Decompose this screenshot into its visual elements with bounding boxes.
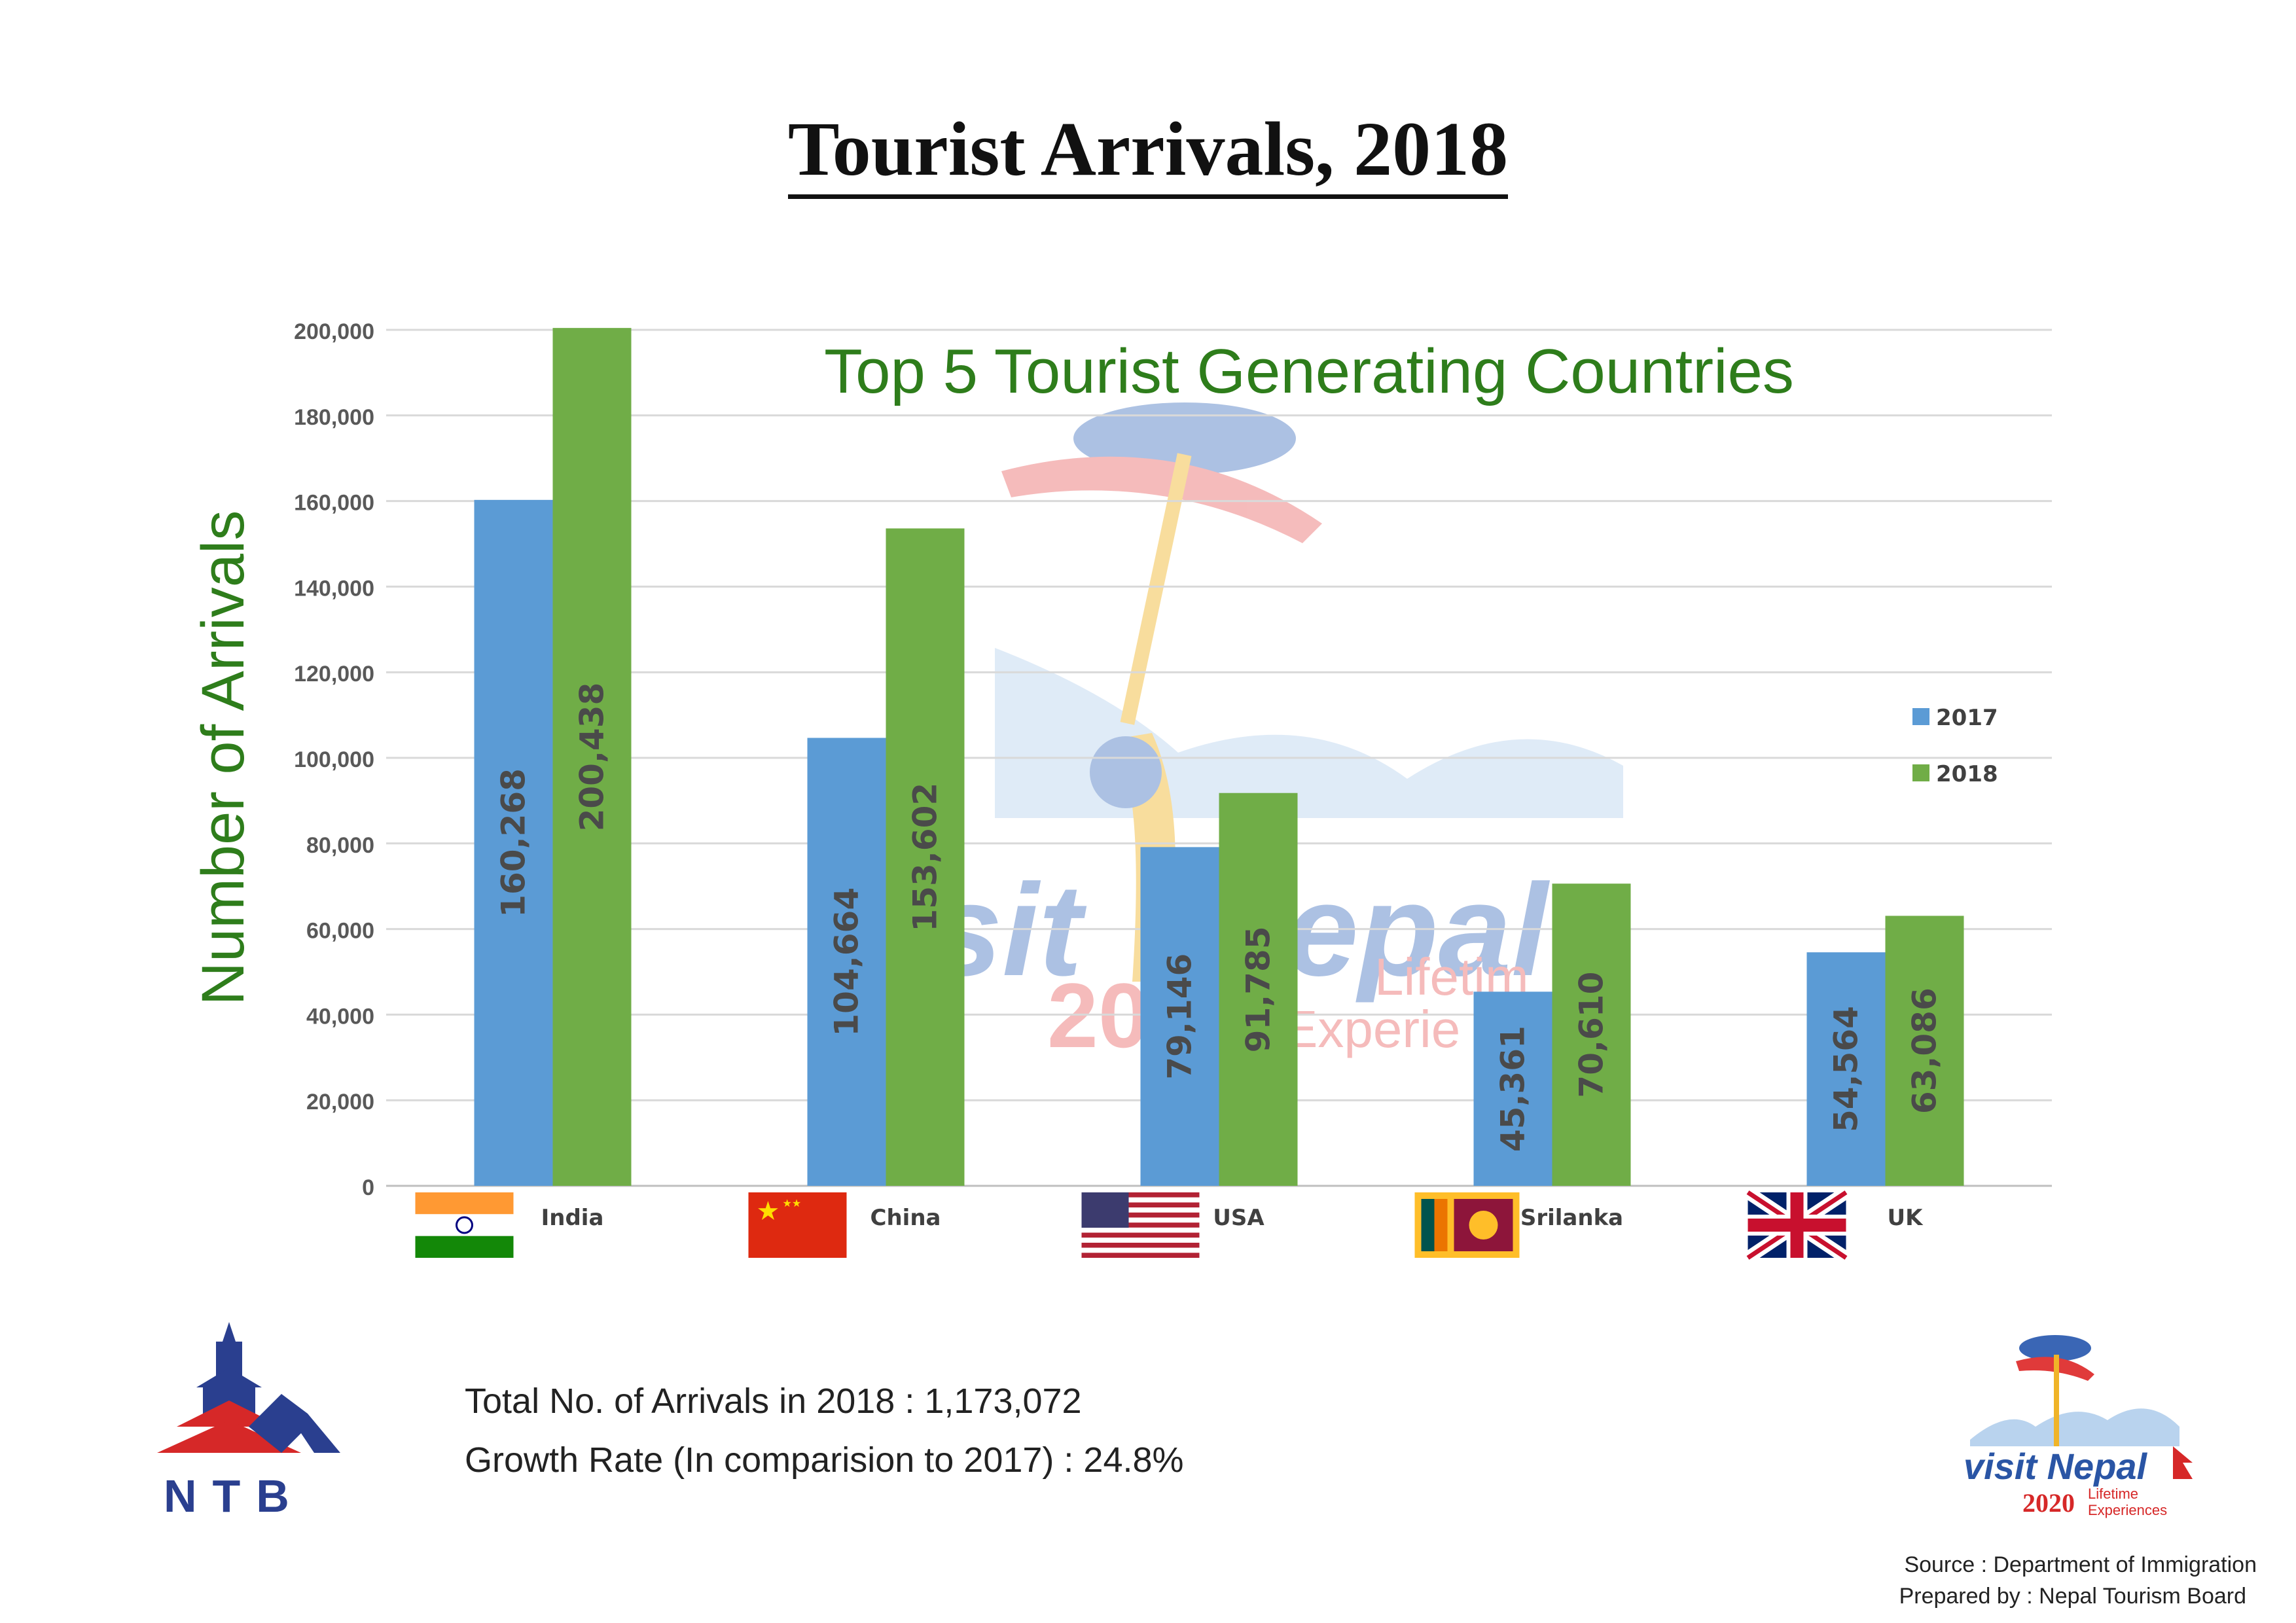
country-flags: ★ ★★ xyxy=(415,1186,1850,1264)
bar-value-label: 91,785 xyxy=(1240,926,1278,1052)
chart-title: Top 5 Tourist Generating Countries xyxy=(824,336,1794,406)
svg-text:2020: 2020 xyxy=(2022,1488,2075,1518)
bar-2017-india xyxy=(474,499,553,1186)
svg-text:★: ★ xyxy=(757,1196,780,1226)
y-tick-label: 80,000 xyxy=(306,833,374,858)
bar-value-label: 104,664 xyxy=(828,887,866,1037)
x-tick-label: China xyxy=(870,1205,941,1231)
y-tick-label: 20,000 xyxy=(306,1090,374,1115)
bar-2017-uk xyxy=(1806,952,1886,1186)
bar-value-label: 54,564 xyxy=(1827,1006,1865,1132)
svg-text:★★: ★★ xyxy=(783,1197,802,1209)
uk-flag-icon xyxy=(1744,1186,1850,1264)
bar-2017-srilanka xyxy=(1473,991,1552,1186)
y-tick-label: 40,000 xyxy=(306,1004,374,1029)
svg-text:Experie: Experie xyxy=(1283,1000,1460,1058)
legend-label: 2018 xyxy=(1936,761,1998,787)
y-tick-label: 120,000 xyxy=(294,662,374,687)
svg-text:Experiences: Experiences xyxy=(2088,1502,2167,1518)
y-tick-label: 100,000 xyxy=(294,747,374,772)
prepared-by-text: Prepared by : Nepal Tourism Board xyxy=(1899,1584,2246,1609)
page-title: Tourist Arrivals, 2018 xyxy=(0,105,2296,199)
bar-value-label: 45,361 xyxy=(1494,1026,1532,1152)
y-tick-label: 60,000 xyxy=(306,919,374,944)
bar-2018-china xyxy=(886,528,965,1186)
ntb-logo: NTB xyxy=(157,1322,340,1518)
bar-2018-india xyxy=(552,328,632,1186)
visit-nepal-logo: visit Nepal 2020 Lifetime Experiences xyxy=(1964,1335,2193,1518)
x-tick-label: Srilanka xyxy=(1520,1205,1623,1231)
x-tick-label: UK xyxy=(1888,1205,1924,1231)
y-tick-label: 160,000 xyxy=(294,491,374,516)
bar-value-label: 70,610 xyxy=(1573,972,1611,1098)
china-flag-icon: ★ ★★ xyxy=(748,1192,847,1258)
legend-swatch xyxy=(1912,708,1929,725)
svg-text:visit Nepal: visit Nepal xyxy=(1964,1446,2148,1487)
y-tick-label: 180,000 xyxy=(294,405,374,430)
bar-2018-uk xyxy=(1885,916,1964,1186)
bar-2017-usa xyxy=(1140,847,1219,1186)
india-flag-icon xyxy=(415,1192,514,1258)
x-axis-labels: India China USA Srilanka UK xyxy=(541,1205,1924,1231)
y-axis-label: Number of Arrivals xyxy=(190,510,257,1006)
legend-swatch xyxy=(1912,764,1929,781)
x-tick-label: USA xyxy=(1213,1205,1265,1231)
total-arrivals-text: Total No. of Arrivals in 2018 : 1,173,07… xyxy=(465,1382,1082,1421)
legend-label: 2017 xyxy=(1936,705,1998,731)
source-text: Source : Department of Immigration xyxy=(1904,1552,2257,1577)
bar-2018-srilanka xyxy=(1552,883,1631,1186)
x-tick-label: India xyxy=(541,1205,604,1231)
bars xyxy=(474,328,1964,1186)
bar-value-label: 153,602 xyxy=(906,783,944,932)
srilanka-flag-icon xyxy=(1414,1192,1520,1258)
y-axis-ticks: 0 20,000 40,000 60,000 80,000 100,000 120,000 1… xyxy=(294,319,374,1200)
y-tick-label: 200,000 xyxy=(294,319,374,344)
svg-text:NTB: NTB xyxy=(164,1471,305,1518)
growth-rate-text: Growth Rate (In comparision to 2017) : 2… xyxy=(465,1440,1184,1480)
bar-labels: 160,268 104,664 79,146 45,361 54,564 200,438 1… xyxy=(495,683,1944,1152)
y-tick-label: 0 xyxy=(362,1175,374,1200)
bar-value-label: 63,086 xyxy=(1906,988,1944,1114)
usa-flag-icon xyxy=(1081,1192,1200,1258)
bar-value-label: 160,268 xyxy=(495,768,533,918)
svg-text:Lifetime: Lifetime xyxy=(2088,1486,2138,1502)
bar-2018-usa xyxy=(1219,793,1298,1186)
bar-value-label: 200,438 xyxy=(573,683,611,832)
bar-value-label: 79,146 xyxy=(1161,954,1199,1080)
bar-2017-china xyxy=(807,738,886,1186)
legend: 2017 2018 xyxy=(1912,705,1998,787)
y-tick-label: 140,000 xyxy=(294,576,374,601)
